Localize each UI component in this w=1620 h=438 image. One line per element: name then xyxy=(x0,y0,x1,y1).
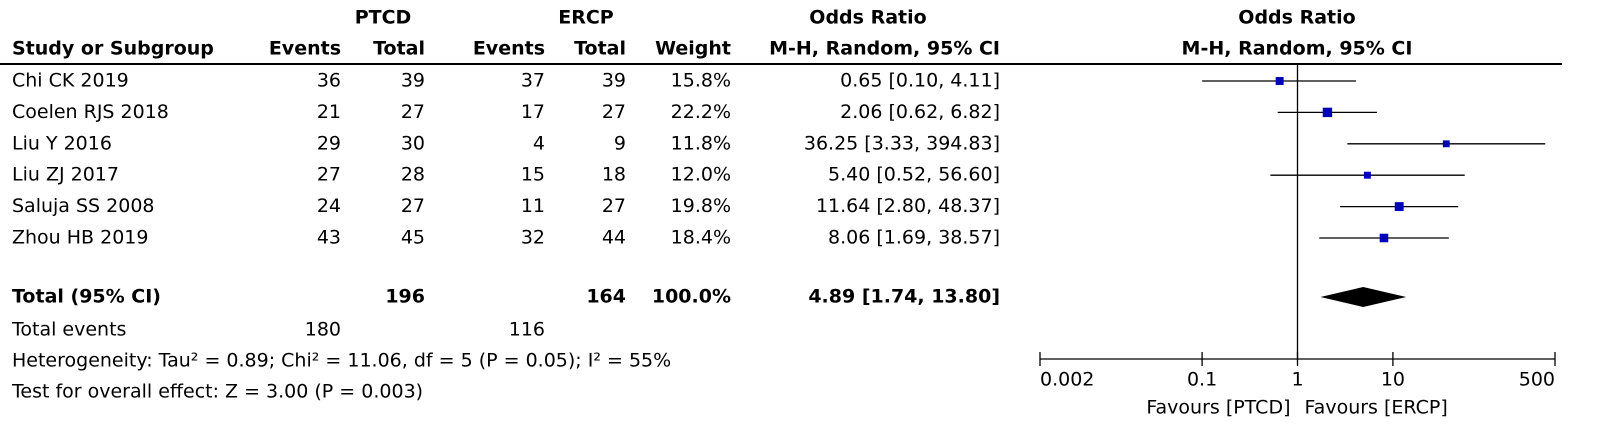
odds-ratio: 2.06 [0.62, 6.82] xyxy=(840,101,1000,123)
study-name: Chi CK 2019 xyxy=(12,70,129,92)
total: 18 xyxy=(602,164,626,186)
events: 27 xyxy=(317,164,341,186)
column-header: Odds Ratio xyxy=(809,7,926,29)
events: 32 xyxy=(521,227,545,249)
odds-ratio: 0.65 [0.10, 4.11] xyxy=(840,70,1000,92)
study-name: Coelen RJS 2018 xyxy=(12,101,169,123)
events: 36 xyxy=(317,70,341,92)
favours-label: Favours [ERCP] xyxy=(1305,397,1448,419)
total: 27 xyxy=(602,101,626,123)
pooled-diamond xyxy=(1320,287,1407,307)
heterogeneity: Heterogeneity: Tau² = 0.89; Chi² = 11.06… xyxy=(12,350,671,372)
column-header: Weight xyxy=(655,38,731,60)
total: 28 xyxy=(401,164,425,186)
total: 27 xyxy=(401,101,425,123)
odds-ratio: 4.89 [1.74, 13.80] xyxy=(808,286,1000,308)
events: 37 xyxy=(521,70,545,92)
events: 17 xyxy=(521,101,545,123)
total: 39 xyxy=(401,70,425,92)
column-header: Events xyxy=(269,38,341,60)
column-header: Total xyxy=(574,38,626,60)
odds-ratio: 11.64 [2.80, 48.37] xyxy=(816,195,1000,217)
weight: 22.2% xyxy=(671,101,731,123)
events-label: Total events xyxy=(11,319,126,341)
study-name: Saluja SS 2008 xyxy=(12,195,155,217)
total: 196 xyxy=(385,286,425,308)
total: 30 xyxy=(401,132,425,154)
events: 29 xyxy=(317,132,341,154)
weight: 18.4% xyxy=(671,227,731,249)
study-name: Liu ZJ 2017 xyxy=(12,164,119,186)
x-tick-label: 500 xyxy=(1519,369,1555,391)
weight: 11.8% xyxy=(671,132,731,154)
x-tick-label: 1 xyxy=(1291,369,1303,391)
total: 44 xyxy=(602,227,626,249)
point-estimate xyxy=(1322,107,1333,118)
study-name: Liu Y 2016 xyxy=(12,132,112,154)
total: 39 xyxy=(602,70,626,92)
favours-label: Favours [PTCD] xyxy=(1146,397,1290,419)
events: 43 xyxy=(317,227,341,249)
weight: 19.8% xyxy=(671,195,731,217)
column-header: Study or Subgroup xyxy=(12,38,214,60)
events: 116 xyxy=(509,319,545,341)
total-label: Total (95% CI) xyxy=(12,286,161,308)
events: 24 xyxy=(317,195,341,217)
total: 164 xyxy=(586,286,626,308)
odds-ratio: 8.06 [1.69, 38.57] xyxy=(828,227,1000,249)
events: 15 xyxy=(521,164,545,186)
point-estimate xyxy=(1394,202,1404,212)
overall-effect: Test for overall effect: Z = 3.00 (P = 0… xyxy=(11,381,423,403)
events: 4 xyxy=(533,132,545,154)
x-tick-label: 0.002 xyxy=(1040,369,1094,391)
total: 27 xyxy=(602,195,626,217)
events: 21 xyxy=(317,101,341,123)
total: 45 xyxy=(401,227,425,249)
odds-ratio: 36.25 [3.33, 394.83] xyxy=(804,132,1000,154)
x-tick-label: 0.1 xyxy=(1187,369,1217,391)
plot-title: Odds Ratio xyxy=(1238,7,1355,29)
weight: 12.0% xyxy=(671,164,731,186)
plot-subtitle: M-H, Random, 95% CI xyxy=(1182,38,1413,60)
study-name: Zhou HB 2019 xyxy=(12,227,148,249)
point-estimate xyxy=(1442,140,1450,148)
group-header: PTCD xyxy=(355,7,412,29)
events: 11 xyxy=(521,195,545,217)
group-header: ERCP xyxy=(558,7,614,29)
column-header: Total xyxy=(373,38,425,60)
point-estimate xyxy=(1275,77,1284,85)
x-tick-label: 10 xyxy=(1381,369,1405,391)
column-header: Events xyxy=(473,38,545,60)
column-header: M-H, Random, 95% CI xyxy=(769,38,1000,60)
total: 9 xyxy=(614,132,626,154)
odds-ratio: 5.40 [0.52, 56.60] xyxy=(828,164,1000,186)
total: 27 xyxy=(401,195,425,217)
point-estimate xyxy=(1379,233,1389,243)
weight: 15.8% xyxy=(671,70,731,92)
weight: 100.0% xyxy=(652,286,731,308)
events: 180 xyxy=(305,319,341,341)
point-estimate xyxy=(1363,171,1371,179)
